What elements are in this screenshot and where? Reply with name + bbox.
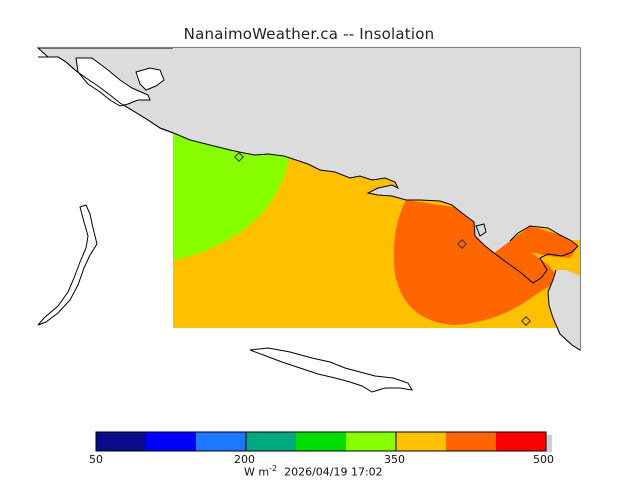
inlet	[75, 57, 151, 107]
colorbar-tick-label: 350	[384, 453, 405, 466]
colorbar-swatch	[96, 432, 146, 451]
lake-outline	[37, 204, 98, 326]
insolation-field	[173, 48, 580, 350]
units-and-time: W m-2 2026/04/19 17:02	[244, 464, 383, 479]
colorbar	[95, 431, 552, 452]
coastline	[547, 269, 581, 351]
colorbar-tick-label: 50	[89, 453, 103, 466]
coastline	[509, 225, 579, 247]
colorbar-tick-label: 500	[533, 453, 554, 466]
colorbar-swatch	[296, 432, 346, 451]
inlet	[135, 67, 165, 91]
station-marker[interactable]	[521, 316, 531, 326]
colorbar-swatch	[246, 432, 296, 451]
colorbar-swatch	[146, 432, 196, 451]
colorbar-tick-label: 200	[234, 453, 255, 466]
colorbar-swatch	[396, 432, 446, 451]
units-label: W m	[244, 465, 270, 479]
island-outline	[249, 347, 413, 393]
coastline	[38, 56, 579, 284]
map-title: NanaimoWeather.ca -- Insolation	[183, 25, 435, 43]
colorbar-shadow	[546, 435, 552, 452]
colorbar-swatch	[446, 432, 496, 451]
timestamp: 2026/04/19 17:02	[284, 465, 383, 479]
colorbar-swatch	[196, 432, 246, 451]
units-exponent: -2	[269, 464, 278, 473]
station-marker[interactable]	[234, 152, 244, 162]
station-marker[interactable]	[457, 239, 467, 249]
small-island	[475, 223, 487, 237]
colorbar-swatch	[496, 432, 546, 451]
colorbar-swatch	[346, 432, 396, 451]
